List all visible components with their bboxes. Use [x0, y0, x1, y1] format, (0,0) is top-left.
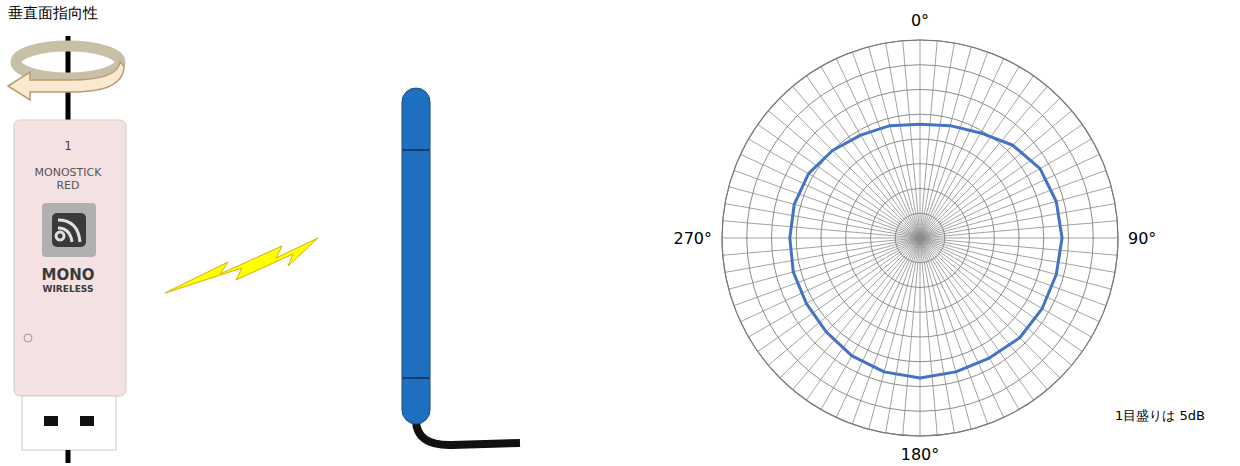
- title: 垂直面指向性: [8, 4, 98, 22]
- antenna: [402, 88, 520, 445]
- polar-chart: 0° 90° 180° 270° 1目盛りは 5dB: [673, 11, 1204, 464]
- radial-grid: [821, 139, 1019, 337]
- antenna-cable: [416, 420, 520, 445]
- device: 1 MONOSTICKRED MONOWIRELESS: [8, 36, 126, 463]
- outer-frame: [722, 40, 1118, 436]
- antenna-body: [402, 88, 430, 424]
- rotation-axis: [66, 450, 71, 463]
- radial-grid: [846, 164, 995, 313]
- rotation-arrow: [8, 62, 124, 100]
- device-name: MONOSTICK: [35, 166, 103, 179]
- radial-grid: [747, 65, 1094, 412]
- usb-hole: [80, 416, 94, 426]
- antenna-stripe: [403, 377, 429, 379]
- radial-grid: [722, 40, 1118, 436]
- angle-tick-label: 270°: [673, 229, 712, 248]
- angle-tick-label: 90°: [1128, 229, 1156, 248]
- radio-wave: [165, 238, 318, 293]
- radial-grid: [772, 90, 1069, 387]
- radial-grid: [871, 189, 970, 288]
- radial-grid: [895, 213, 945, 263]
- logo-icon: [52, 213, 86, 247]
- logo-text: MONO: [42, 266, 95, 284]
- angle-tick-label: 180°: [901, 445, 940, 464]
- led: [24, 334, 32, 342]
- logo-waves: [56, 220, 80, 242]
- logo-text: WIRELESS: [43, 284, 94, 294]
- device-body: [14, 120, 126, 396]
- angle-tick-label: 0°: [911, 11, 929, 30]
- usb-plug: [22, 396, 116, 450]
- figure: 垂直面指向性 1 MONOSTICKRED MONOWIRELESS 0° 90° 180°…: [0, 0, 1240, 466]
- pattern-line: [790, 124, 1062, 378]
- scale-note: 1目盛りは 5dB: [1115, 408, 1205, 423]
- antenna-stripe: [403, 149, 429, 151]
- data-group: [790, 124, 1062, 378]
- logo-box: [42, 203, 96, 257]
- rotation-band: [16, 46, 120, 78]
- device-name: RED: [56, 179, 79, 192]
- usb-hole: [44, 416, 58, 426]
- device-number: 1: [64, 139, 72, 153]
